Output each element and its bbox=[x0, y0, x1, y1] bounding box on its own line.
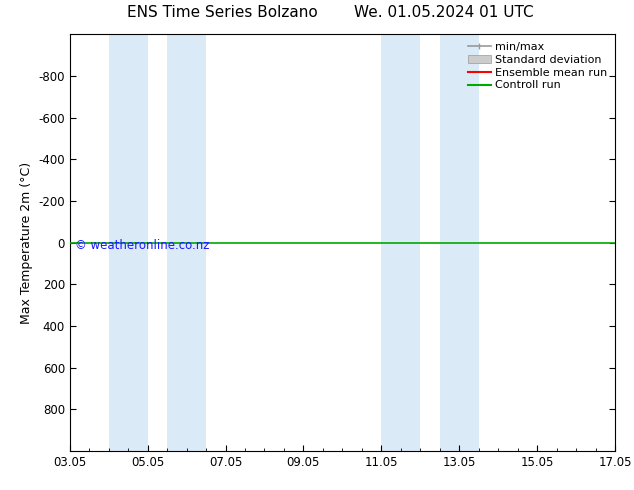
Legend: min/max, Standard deviation, Ensemble mean run, Controll run: min/max, Standard deviation, Ensemble me… bbox=[466, 40, 609, 93]
Text: We. 01.05.2024 01 UTC: We. 01.05.2024 01 UTC bbox=[354, 5, 534, 20]
Bar bbox=[108, 34, 148, 451]
Text: ENS Time Series Bolzano: ENS Time Series Bolzano bbox=[127, 5, 317, 20]
Y-axis label: Max Temperature 2m (°C): Max Temperature 2m (°C) bbox=[20, 162, 33, 323]
Bar bbox=[440, 34, 479, 451]
Bar bbox=[381, 34, 420, 451]
Bar bbox=[167, 34, 206, 451]
Text: © weatheronline.co.nz: © weatheronline.co.nz bbox=[75, 239, 210, 252]
